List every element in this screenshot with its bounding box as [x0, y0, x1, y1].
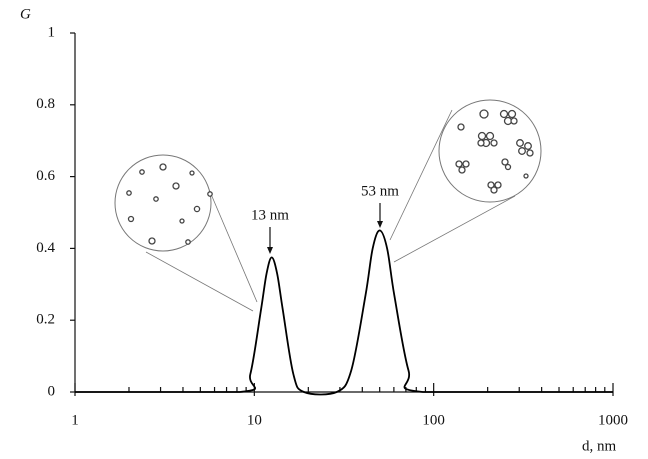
inset-aggregates [389, 99, 542, 263]
y-tick-label: 0.8 [36, 96, 55, 112]
y-tick-label: 1 [48, 24, 56, 40]
curve [75, 229, 613, 396]
y-tick-label: 0.6 [36, 168, 55, 184]
x-tick-label: 1 [71, 412, 79, 428]
y-tick-label: 0.4 [36, 240, 55, 256]
annotation-arrowhead [267, 247, 273, 254]
y-tick-label: 0.2 [36, 312, 55, 328]
y-tick-label: 0 [48, 383, 56, 399]
annotation-arrowhead [377, 221, 383, 228]
peak-annotation: 53 nm [361, 183, 399, 199]
y-axis-label: G [20, 6, 31, 22]
peak-annotation: 13 nm [251, 207, 289, 223]
x-tick-label: 100 [422, 412, 445, 428]
inset-small-particles [114, 154, 258, 312]
x-tick-label: 1000 [598, 412, 628, 428]
x-axis-label: d, nm [582, 438, 617, 454]
x-tick-label: 10 [247, 412, 262, 428]
